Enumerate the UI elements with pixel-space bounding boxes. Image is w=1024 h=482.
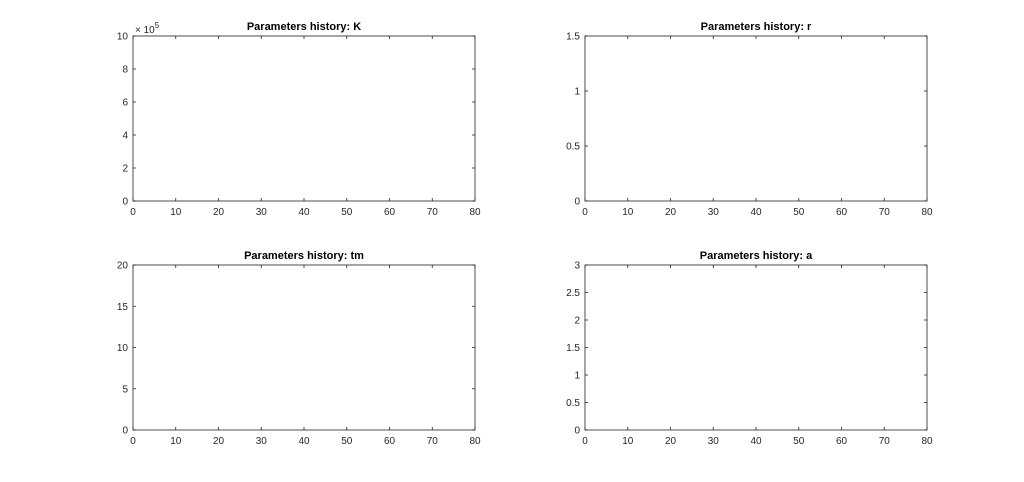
x-tick-label: 0 <box>582 207 588 218</box>
x-tick-label: 50 <box>341 207 353 218</box>
x-tick-label: 30 <box>708 436 720 447</box>
y-tick-label: 15 <box>117 302 129 313</box>
x-tick-label: 70 <box>879 207 891 218</box>
x-tick-label: 10 <box>622 207 634 218</box>
y-tick-label: 0 <box>574 426 580 437</box>
x-tick-label: 50 <box>793 436 805 447</box>
y-tick-label: 0 <box>574 197 580 208</box>
axis-exponent-label: × 105 <box>135 21 160 36</box>
x-tick-label: 0 <box>582 436 588 447</box>
chart-panel-tm: 0 10 20 30 40 50 60 70 80 0 5 10 15 20 Parameters hist… <box>117 250 481 447</box>
chart-panel-k: 0 10 20 30 40 50 60 70 80 0 2 4 6 8 10 × 105 Parameters … <box>117 21 481 218</box>
x-tick-label: 20 <box>213 207 225 218</box>
y-tick-label: 5 <box>122 384 128 395</box>
x-tick-label: 10 <box>170 436 182 447</box>
x-tick-label: 20 <box>213 436 225 447</box>
y-tick-label: 10 <box>117 343 129 354</box>
y-tick-label: 8 <box>122 65 128 76</box>
axes-box <box>584 35 928 202</box>
axes-box <box>132 35 476 202</box>
x-tick-label: 60 <box>836 207 848 218</box>
y-tick-label: 20 <box>117 261 129 272</box>
y-tick-label: 3 <box>574 261 580 272</box>
x-tick-label: 80 <box>469 207 481 218</box>
x-tick-label: 0 <box>130 436 136 447</box>
y-tick-label: 0.5 <box>566 398 580 409</box>
x-tick-label: 70 <box>427 436 439 447</box>
y-tick-label: 4 <box>122 131 128 142</box>
x-tick-label: 20 <box>665 436 677 447</box>
y-tick-label: 1.5 <box>566 343 580 354</box>
y-tick-label: 2.5 <box>566 288 580 299</box>
x-tick-label: 40 <box>750 207 762 218</box>
x-tick-label: 40 <box>298 436 310 447</box>
x-tick-label: 30 <box>256 207 268 218</box>
x-tick-label: 50 <box>341 436 353 447</box>
chart-title: Parameters history: tm <box>244 250 364 262</box>
y-tick-label: 0 <box>122 426 128 437</box>
y-tick-label: 0.5 <box>566 142 580 153</box>
y-tick-label: 1 <box>574 87 580 98</box>
chart-title: Parameters history: K <box>247 21 361 33</box>
x-tick-label: 80 <box>921 436 933 447</box>
chart-panel-r: 0 10 20 30 40 50 60 70 80 0 0.5 1 1.5 Parameters hist… <box>566 21 933 218</box>
x-tick-label: 70 <box>879 436 891 447</box>
axes-box <box>132 264 476 431</box>
axes-box <box>584 264 928 431</box>
x-tick-label: 10 <box>170 207 182 218</box>
y-tick-label: 1.5 <box>566 32 580 43</box>
x-tick-label: 10 <box>622 436 634 447</box>
x-tick-label: 30 <box>256 436 268 447</box>
chart-title: Parameters history: r <box>701 21 812 33</box>
x-tick-label: 40 <box>750 436 762 447</box>
x-tick-label: 30 <box>708 207 720 218</box>
x-tick-label: 40 <box>298 207 310 218</box>
x-tick-label: 80 <box>921 207 933 218</box>
x-tick-label: 0 <box>130 207 136 218</box>
y-tick-label: 2 <box>122 164 128 175</box>
y-tick-label: 0 <box>122 197 128 208</box>
chart-title: Parameters history: a <box>700 250 813 262</box>
y-tick-label: 10 <box>117 32 129 43</box>
x-tick-label: 20 <box>665 207 677 218</box>
y-tick-label: 2 <box>574 316 580 327</box>
y-tick-label: 6 <box>122 98 128 109</box>
chart-panel-a: 0 10 20 30 40 50 60 70 80 0 0.5 1 1.5 2 2.5 3 Parameters… <box>566 250 933 447</box>
x-tick-label: 80 <box>469 436 481 447</box>
y-tick-label: 1 <box>574 371 580 382</box>
x-tick-label: 60 <box>836 436 848 447</box>
x-tick-label: 50 <box>793 207 805 218</box>
x-tick-label: 60 <box>384 207 396 218</box>
x-tick-label: 60 <box>384 436 396 447</box>
x-tick-label: 70 <box>427 207 439 218</box>
